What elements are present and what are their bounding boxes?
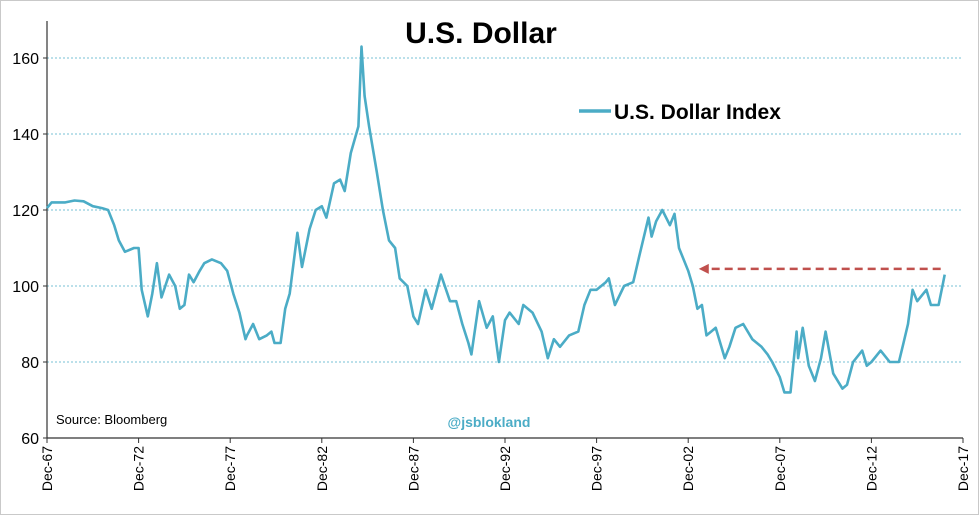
x-tick-label: Dec-12	[863, 446, 879, 491]
annotation-arrow-head	[698, 263, 709, 274]
legend: U.S. Dollar Index	[579, 101, 781, 124]
x-tick-label: Dec-87	[405, 446, 421, 491]
y-tick-labels: 60 80 100 120 140 160	[12, 51, 47, 448]
x-tick-label: Dec-77	[222, 446, 238, 491]
gridlines	[47, 57, 963, 363]
chart-title: U.S. Dollar	[405, 17, 557, 50]
legend-label: U.S. Dollar Index	[614, 101, 781, 124]
source-text: Source: Bloomberg	[56, 412, 167, 427]
x-tick-label: Dec-07	[772, 446, 788, 491]
x-tick-label: Dec-67	[39, 446, 55, 491]
x-tick-label: Dec-17	[955, 446, 971, 491]
x-tick-labels: Dec-67 Dec-72 Dec-77 Dec-82 Dec-87 Dec-92 Dec-…	[39, 438, 971, 491]
x-tick-label: Dec-02	[680, 446, 696, 491]
watermark-text: @jsblokland	[448, 414, 531, 430]
y-tick-label: 100	[12, 279, 39, 296]
x-tick-label: Dec-92	[497, 446, 513, 491]
y-tick-label: 160	[12, 51, 39, 68]
x-tick-label: Dec-97	[589, 446, 605, 491]
y-tick-label: 120	[12, 203, 39, 220]
x-tick-label: Dec-82	[314, 446, 330, 491]
series-line-us-dollar-index	[45, 45, 946, 394]
y-tick-label: 60	[21, 431, 39, 448]
y-tick-label: 140	[12, 127, 39, 144]
x-tick-label: Dec-72	[131, 446, 147, 491]
series-layer	[45, 45, 946, 394]
y-tick-label: 80	[21, 355, 39, 372]
annotation-layer	[698, 263, 941, 274]
